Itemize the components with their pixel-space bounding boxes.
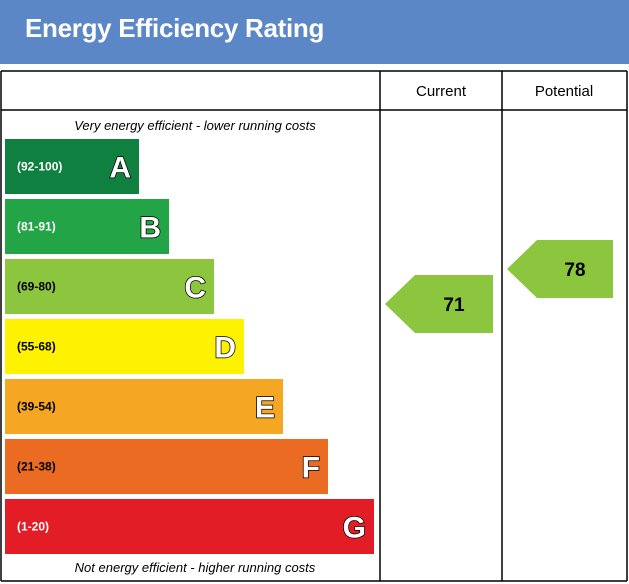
header-bar: Energy Efficiency Rating [0,0,629,64]
band-e-letter: E [255,392,275,425]
rating-bands: (92-100) A (81-91) B (69-80) C (55-68) D (39-54)… [5,139,374,554]
band-g-letter: G [343,512,366,545]
band-g-range: (1-20) [17,520,49,534]
page-title: Energy Efficiency Rating [25,13,325,43]
rating-arrows: 71 78 [385,240,613,333]
band-a-range: (92-100) [17,160,62,174]
band-d-letter: D [214,332,236,365]
band-b-letter: B [139,212,161,245]
band-b-range: (81-91) [17,220,56,234]
band-d-bar [5,319,244,374]
band-d-range: (55-68) [17,340,56,354]
band-a-bar [5,139,139,194]
band-f-letter: F [302,452,320,485]
band-e-bar [5,379,283,434]
column-header-current: Current [416,83,467,100]
band-a-letter: A [109,152,131,185]
top-note: Very energy efficient - lower running co… [74,118,316,133]
column-header-potential: Potential [535,83,593,100]
band-g-bar [5,499,374,554]
band-c-range: (69-80) [17,280,56,294]
band-f-range: (21-38) [17,460,56,474]
bottom-note: Not energy efficient - higher running co… [75,560,316,575]
potential-rating-value: 78 [564,260,585,281]
band-e-range: (39-54) [17,400,56,414]
current-rating-arrow [385,275,493,333]
potential-rating-arrow [507,240,613,298]
band-c-letter: C [184,272,206,305]
current-rating-value: 71 [443,295,465,316]
band-c-bar [5,259,214,314]
band-f-bar [5,439,328,494]
band-b-bar [5,199,169,254]
